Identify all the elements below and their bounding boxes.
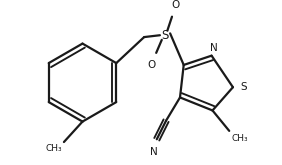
Text: N: N	[150, 147, 158, 157]
Text: CH₃: CH₃	[231, 134, 248, 143]
Text: O: O	[147, 60, 156, 70]
Text: N: N	[210, 43, 218, 53]
Text: O: O	[171, 0, 180, 10]
Text: CH₃: CH₃	[45, 144, 62, 153]
Text: S: S	[241, 82, 247, 92]
Text: S: S	[161, 29, 168, 42]
